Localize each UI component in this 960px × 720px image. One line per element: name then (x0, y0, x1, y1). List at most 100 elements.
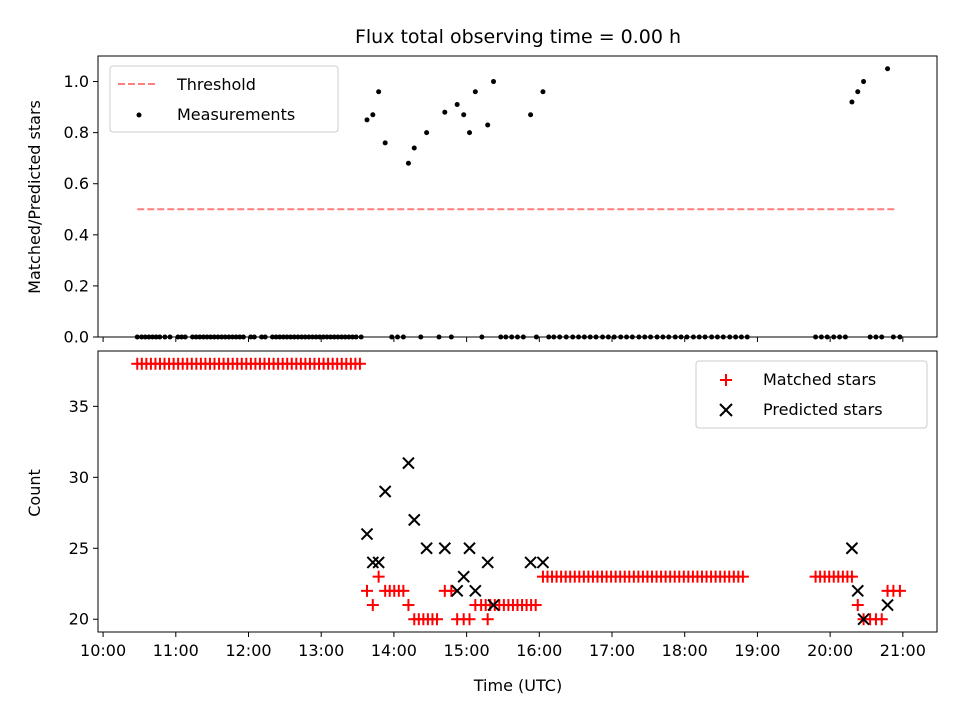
predicted-star-marker (524, 556, 537, 569)
measurement-point (382, 140, 388, 146)
measurement-point (849, 99, 855, 105)
legend-predicted-label: Predicted stars (763, 400, 883, 419)
bottom-y-tick-label: 35 (69, 397, 89, 416)
legend-measurements-label: Measurements (177, 105, 295, 124)
matched-star-marker (402, 599, 415, 612)
x-tick-label: 21:00 (880, 641, 926, 660)
legend-matched-swatch (720, 374, 732, 386)
bottom-marks (131, 357, 906, 626)
legend-predicted-swatch (719, 403, 733, 417)
measurement-point (491, 79, 497, 85)
measurement-point (485, 122, 491, 128)
predicted-star-marker (360, 527, 374, 541)
measurement-point (855, 89, 861, 95)
x-tick-label: 15:00 (444, 641, 490, 660)
bottom-y-axis-label: Count (25, 469, 44, 517)
matched-star-marker (893, 584, 906, 597)
predicted-star-marker (857, 613, 870, 626)
matched-star-marker (361, 584, 374, 597)
top-y-tick-label: 0.0 (64, 328, 89, 347)
matched-star-marker (372, 570, 385, 583)
legend-measurements-swatch (136, 112, 142, 118)
predicted-star-marker (536, 556, 550, 569)
top-marks (134, 66, 903, 340)
predicted-star-marker (487, 598, 500, 612)
predicted-star-marker (378, 485, 392, 498)
predicted-star-marker (450, 584, 464, 598)
matched-star-marker (397, 584, 410, 597)
matched-star-marker (845, 570, 858, 583)
bottom-panel: Count Time (UTC) 20 25 30 35 10:00 11:00 12:00… (25, 350, 938, 695)
bottom-axes: 20 25 30 35 10:00 11:00 12:00 13:00 14:00 15:00 16… (69, 350, 938, 660)
predicted-star-marker (438, 542, 452, 555)
legend-threshold-label: Threshold (176, 75, 256, 94)
matched-star-marker (529, 599, 542, 612)
legend-matched-label: Matched stars (763, 370, 876, 389)
matched-star-marker (469, 599, 482, 612)
measurement-point (467, 130, 473, 136)
measurement-point (411, 145, 417, 151)
matched-star-marker (875, 613, 888, 626)
predicted-star-marker (366, 556, 380, 569)
predicted-star-marker (481, 556, 494, 569)
top-legend: Threshold Measurements (109, 65, 339, 133)
predicted-star-marker (408, 513, 421, 527)
top-y-tick-label: 0.6 (64, 174, 89, 193)
x-tick-label: 18:00 (662, 641, 708, 660)
bottom-legend: Matched stars Predicted stars (695, 360, 928, 429)
x-tick-label: 11:00 (153, 641, 199, 660)
x-tick-label: 10:00 (80, 641, 126, 660)
x-tick-label: 14:00 (371, 641, 417, 660)
x-tick-label: 17:00 (589, 641, 635, 660)
measurement-point (885, 66, 891, 72)
top-y-axis-label: Matched/Predicted stars (25, 100, 44, 294)
predicted-star-marker (469, 584, 482, 598)
predicted-star-marker (463, 542, 476, 555)
matched-star-marker (353, 357, 366, 370)
measurement-point (861, 79, 867, 85)
x-tick-label: 16:00 (516, 641, 562, 660)
measurement-point (472, 89, 478, 95)
measurement-point (405, 160, 411, 166)
matched-star-marker (851, 599, 864, 612)
predicted-star-marker (881, 598, 894, 612)
bottom-legend-box (695, 360, 928, 429)
top-y-tick-label: 0.2 (64, 276, 89, 295)
matched-star-marker (366, 599, 379, 612)
predicted-star-marker (457, 570, 470, 583)
top-axes: 0.0 0.2 0.4 0.6 0.8 1.0 (64, 55, 938, 347)
matched-star-marker (481, 613, 494, 626)
measurement-point (364, 117, 370, 123)
measurement-point (442, 109, 448, 115)
measurement-point (461, 112, 467, 118)
matched-star-marker (445, 584, 458, 597)
x-tick-label: 12:00 (225, 641, 271, 660)
top-y-tick-label: 0.4 (64, 225, 89, 244)
matched-star-marker (736, 570, 749, 583)
x-tick-label: 20:00 (807, 641, 853, 660)
measurement-point (454, 102, 460, 108)
bottom-y-tick-label: 25 (69, 539, 89, 558)
top-panel: Flux total observing time = 0.00 h Match… (25, 26, 938, 347)
matched-star-marker (463, 613, 476, 626)
chart-title: Flux total observing time = 0.00 h (355, 26, 681, 48)
measurement-point (528, 112, 534, 118)
top-y-tick-label: 0.8 (64, 123, 89, 142)
top-y-tick-label: 1.0 (64, 72, 89, 91)
predicted-star-marker (845, 542, 859, 555)
measurement-point (370, 112, 376, 118)
matched-star-marker (430, 613, 443, 626)
x-tick-label: 13:00 (298, 641, 344, 660)
x-axis-label: Time (UTC) (473, 676, 562, 695)
bottom-y-tick-label: 30 (69, 468, 89, 487)
bottom-y-tick-label: 20 (69, 610, 89, 629)
predicted-star-marker (402, 456, 415, 470)
top-legend-box (109, 65, 339, 133)
predicted-star-marker (851, 584, 864, 598)
predicted-star-marker (372, 556, 385, 569)
measurement-point (376, 89, 382, 95)
x-tick-label: 19:00 (734, 641, 780, 660)
predicted-star-marker (420, 542, 433, 555)
top-plot-frame (97, 55, 938, 338)
